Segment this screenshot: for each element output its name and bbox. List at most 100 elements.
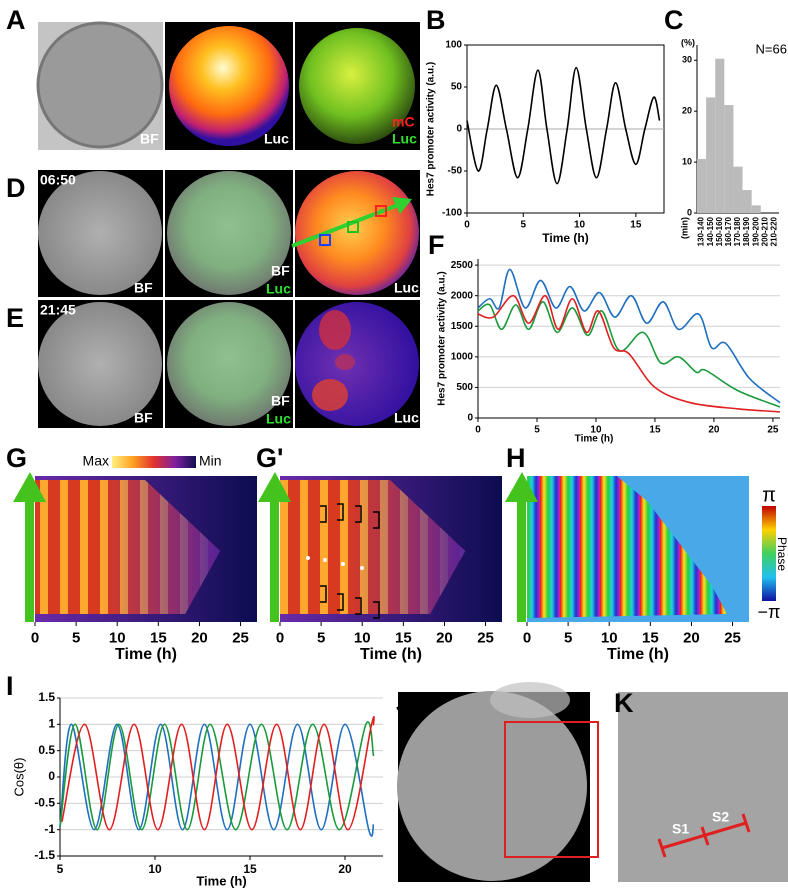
axis-arrow xyxy=(505,472,538,622)
x-tick-label: 0 xyxy=(464,220,470,231)
x-tick-label: 10 xyxy=(354,629,371,646)
x-tick-label: 10 xyxy=(590,425,602,436)
x-tick-label: 5 xyxy=(521,220,527,231)
intensity-fade xyxy=(35,480,220,614)
panel-label: H xyxy=(506,443,526,473)
x-tick-label: 20 xyxy=(708,425,720,436)
heatmap-image xyxy=(35,476,257,622)
y-tick-label: 1.5 xyxy=(38,690,55,704)
image-j xyxy=(397,682,599,882)
image-label: BF xyxy=(140,131,159,147)
image-label: BF xyxy=(271,393,290,409)
image-e xyxy=(38,300,420,428)
y-tick-label: 500 xyxy=(456,382,473,393)
y-tick-label: -1 xyxy=(44,822,55,836)
colorbar-max: Max xyxy=(83,453,109,469)
line xyxy=(477,294,781,413)
x-axis-title: Time (h) xyxy=(575,434,614,445)
bar xyxy=(706,97,716,213)
y-axis-title: Hes7 promoter activity (a.u.) xyxy=(426,62,437,196)
y-tick-label: -0.5 xyxy=(34,796,55,810)
bar xyxy=(715,58,725,213)
panel-label: B xyxy=(426,5,446,35)
colorbar xyxy=(762,506,776,601)
x-tick-label: 130-140 xyxy=(697,216,706,246)
colorbar-label: Phase xyxy=(775,537,788,571)
bar xyxy=(724,105,734,213)
x-tick-label: 190-200 xyxy=(751,216,760,246)
x-tick-label: 5 xyxy=(57,862,64,876)
panel-label: I xyxy=(6,671,14,701)
line xyxy=(59,721,375,831)
line xyxy=(59,723,375,837)
image-d xyxy=(38,170,420,297)
y-tick-label: 0 xyxy=(687,207,692,217)
bracket xyxy=(355,597,362,615)
image-label: Luc xyxy=(394,280,419,296)
y-tick-label: 0.5 xyxy=(38,743,55,757)
bracket xyxy=(337,593,344,611)
x-tick-label: 10 xyxy=(601,629,618,646)
marker-dot xyxy=(323,558,327,562)
colorbar-max: π xyxy=(762,484,776,506)
heatmap-image xyxy=(527,476,749,622)
x-tick-label: 20 xyxy=(436,629,453,646)
phase-stripes xyxy=(527,476,727,618)
axis-arrow xyxy=(13,472,46,622)
y-tick-label: -50 xyxy=(448,166,463,177)
marker-dot xyxy=(360,566,364,570)
x-tick-label: 15 xyxy=(649,425,661,436)
y-axis-title: Hes7 promoter activity (a.u.) xyxy=(437,271,448,405)
x-tick-label: 180-190 xyxy=(742,216,751,246)
x-tick-label: 0 xyxy=(31,629,39,646)
panel-label: J xyxy=(396,688,411,718)
bracket xyxy=(373,601,380,619)
line xyxy=(61,716,375,831)
panel-label: A xyxy=(6,5,26,35)
x-axis-title: Time (h) xyxy=(360,646,422,663)
x-tick-label: 5 xyxy=(317,629,325,646)
x-tick-label: 15 xyxy=(150,629,167,646)
y-tick-label: 0 xyxy=(48,769,55,783)
x-tick-label: 0 xyxy=(523,629,531,646)
bracket xyxy=(320,585,327,603)
y-axis-title: Cos(θ) xyxy=(11,757,26,796)
image-label: Luc xyxy=(264,131,289,147)
x-tick-label: 5 xyxy=(564,629,572,646)
panel-label: E xyxy=(6,303,24,333)
y-tick-label: 50 xyxy=(451,82,463,93)
bracket xyxy=(355,505,362,523)
x-tick-label: 5 xyxy=(534,425,540,436)
panel-label: G xyxy=(6,443,27,473)
image-a xyxy=(36,21,420,150)
image-label: BF xyxy=(271,263,290,279)
x-tick-label: 200-210 xyxy=(760,216,769,246)
y-axis-title: (%) xyxy=(681,37,695,47)
x-tick-label: 0 xyxy=(475,425,481,436)
x-tick-label: 20 xyxy=(191,629,208,646)
x-tick-label: 15 xyxy=(630,220,642,231)
image-label: Luc xyxy=(266,411,291,427)
panel-label: G' xyxy=(256,443,283,473)
axis-arrow xyxy=(258,472,291,622)
y-tick-label: 20 xyxy=(682,106,692,116)
x-tick-label: 25 xyxy=(767,425,779,436)
x-tick-label: 15 xyxy=(395,629,412,646)
marker-dot xyxy=(341,562,345,566)
x-axis-title: Time (h) xyxy=(196,873,246,888)
time-stamp: 06:50 xyxy=(40,172,76,188)
x-axis-title: Time (h) xyxy=(115,646,177,663)
image-label: BF xyxy=(134,280,153,296)
y-tick-label: 1000 xyxy=(451,351,474,362)
y-tick-label: 10 xyxy=(682,156,692,166)
bar xyxy=(733,166,743,213)
x-tick-label: 150-160 xyxy=(715,216,724,246)
x-tick-label: 210-220 xyxy=(770,216,779,246)
y-tick-label: 1500 xyxy=(451,321,474,332)
colorbar xyxy=(112,456,196,468)
panel-label: F xyxy=(428,230,445,260)
x-tick-label: 25 xyxy=(477,629,494,646)
line xyxy=(466,66,661,185)
